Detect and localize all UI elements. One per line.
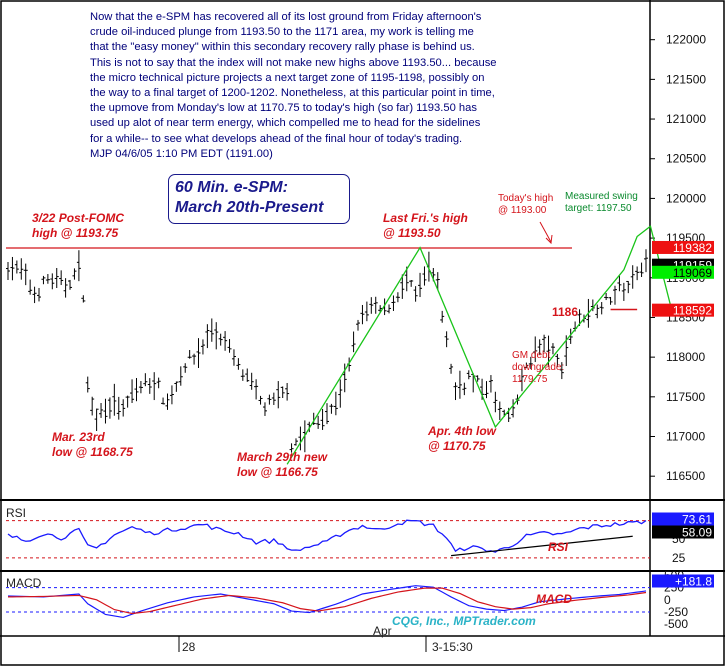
measured-swing-projection: [286, 225, 674, 465]
price-tick-label: 117000: [666, 430, 705, 444]
annotation-mar23-low: Mar. 23rd low @ 1168.75: [52, 430, 133, 459]
price-tag: [652, 303, 714, 317]
macd-value-tag-label: +181.8: [675, 575, 712, 589]
x-tick-apr: Apr: [373, 624, 392, 638]
price-tick-label: 121000: [666, 112, 706, 126]
annotation-apr4-low: Apr. 4th low @ 1170.75: [428, 424, 497, 453]
price-tag: [652, 240, 714, 254]
price-tick-label: 116500: [666, 469, 705, 483]
todays-high-arrow-head: [545, 234, 553, 245]
rsi-tick-label: 25: [672, 551, 686, 565]
annotation-mar29-low: March 29th new low @ 1166.75: [237, 450, 328, 479]
x-tick-3-1530: 3-15:30: [432, 640, 473, 654]
annotation-todays-high: Today's high @ 1193.00: [498, 193, 554, 216]
macd-label: MACD: [536, 592, 572, 606]
annotation-post-fomc-high: 3/22 Post-FOMC high @ 1193.75: [32, 211, 125, 240]
price-tick-label: 117500: [666, 390, 705, 404]
price-tick-label: 122000: [666, 33, 706, 47]
rsi-label: RSI: [548, 540, 569, 554]
rsi-value-tag: [652, 525, 714, 539]
macd-tick-label: -500: [664, 617, 688, 631]
price-tag: [652, 265, 714, 279]
credit-text: CQG, Inc., MPTrader.com: [392, 614, 536, 628]
price-tag-label: 119382: [673, 241, 712, 255]
annotation-gm-downgrade: GM debt downgrade: 1179.75: [512, 350, 565, 385]
rsi-value-tag-label: 58.09: [682, 526, 712, 540]
rsi-trendline: [450, 535, 633, 557]
price-tick-label: 121500: [666, 72, 706, 86]
price-tick-label: 120000: [666, 191, 706, 205]
rsi-line: [7, 519, 647, 553]
annotation-1186: 1186: [552, 305, 579, 319]
price-tag-label: 119069: [673, 266, 712, 280]
todays-high-arrow: [539, 221, 552, 243]
rsi-value-tag: [652, 512, 714, 526]
macd-line: [7, 585, 647, 619]
macd-tick-label: 0: [664, 593, 671, 607]
price-tick-label: 118000: [666, 350, 705, 364]
macd-value-tag: [652, 574, 714, 588]
chart-title: 60 Min. e-SPM: March 20th-Present: [168, 174, 350, 224]
price-tag-label: 118592: [673, 304, 712, 318]
commentary-text: Now that the e-SPM has recovered all of …: [90, 11, 497, 160]
annotation-last-fri-high: Last Fri.'s high @ 1193.50: [383, 211, 468, 240]
price-tick-label: 120500: [666, 152, 706, 166]
signal-line: [7, 587, 647, 615]
macd-panel-name: MACD: [6, 576, 42, 590]
macd-tick-label: -250: [664, 605, 688, 619]
annotation-swing-target: Measured swing target: 1197.50: [565, 191, 638, 214]
x-tick-28: 28: [182, 640, 196, 654]
rsi-value-tag-label: 73.61: [682, 513, 712, 527]
chart-title-text: 60 Min. e-SPM: March 20th-Present: [175, 179, 324, 216]
rsi-panel-name: RSI: [6, 506, 27, 520]
